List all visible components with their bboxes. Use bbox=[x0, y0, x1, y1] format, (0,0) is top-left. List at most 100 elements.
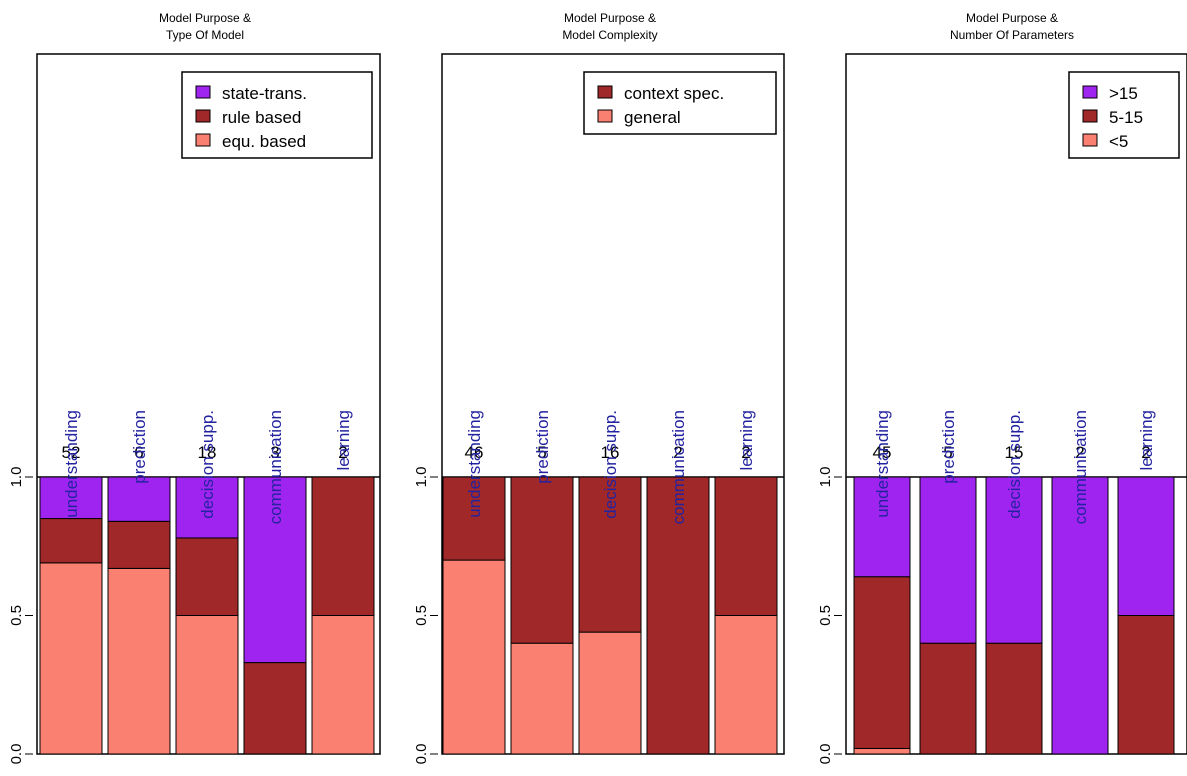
chart-title-line: Model Purpose & bbox=[159, 11, 251, 25]
legend-swatch bbox=[195, 109, 211, 123]
count-label: 2 bbox=[673, 443, 682, 462]
legend-label: rule based bbox=[222, 108, 301, 127]
y-tick-label: 1.0 bbox=[413, 467, 430, 488]
count-label: 46 bbox=[465, 443, 484, 462]
count-label: 5 bbox=[537, 443, 546, 462]
bar-segment bbox=[39, 518, 103, 564]
bar-segment bbox=[107, 520, 171, 569]
category-label: understanding bbox=[873, 410, 892, 518]
legend-label: state-trans. bbox=[222, 84, 307, 103]
y-tick-label: 1.0 bbox=[8, 467, 25, 488]
chart-title-line: Model Purpose & bbox=[564, 11, 656, 25]
y-tick-label: 0.0 bbox=[413, 744, 430, 765]
y-tick-label: 0.0 bbox=[817, 744, 834, 765]
bar-segment bbox=[853, 747, 911, 755]
bar-segment bbox=[510, 642, 574, 755]
chart-title-line: Model Complexity bbox=[562, 28, 657, 42]
category-label: understanding bbox=[465, 410, 484, 518]
count-label: 15 bbox=[1005, 443, 1024, 462]
category-label: prediction bbox=[130, 410, 149, 484]
bar-segment bbox=[39, 562, 103, 755]
category-label: prediction bbox=[939, 410, 958, 484]
bar-segment bbox=[311, 615, 375, 755]
count-label: 52 bbox=[62, 443, 81, 462]
bar-segment bbox=[646, 476, 710, 755]
chart-panel-3: Model Purpose & Number Of Parameters 45und… bbox=[817, 11, 1187, 764]
count-label: 2 bbox=[741, 443, 750, 462]
bar-segment bbox=[853, 476, 911, 578]
bar-segment bbox=[578, 631, 642, 755]
bar-segment bbox=[578, 476, 642, 633]
bar-segment bbox=[853, 576, 911, 749]
y-tick-label: 1.0 bbox=[817, 467, 834, 488]
bar-segment bbox=[175, 615, 239, 755]
bar-segment bbox=[714, 615, 778, 755]
y-tick-label: 0.5 bbox=[413, 605, 430, 626]
count-label: 6 bbox=[134, 443, 143, 462]
bar-segment bbox=[1051, 476, 1109, 755]
category-label: understanding bbox=[62, 410, 81, 518]
category-label: learning bbox=[1137, 410, 1156, 471]
legend-label: equ. based bbox=[222, 132, 306, 151]
category-label: decision supp. bbox=[198, 410, 217, 519]
bar-segment bbox=[243, 476, 307, 664]
y-tick-label: 0.5 bbox=[817, 605, 834, 626]
count-label: 2 bbox=[338, 443, 347, 462]
bar-segment bbox=[510, 476, 574, 644]
legend-swatch bbox=[195, 85, 211, 99]
bar-segment bbox=[442, 559, 506, 755]
category-label: communication bbox=[266, 410, 285, 524]
bar-segment bbox=[442, 476, 506, 561]
y-tick-label: 0.5 bbox=[8, 605, 25, 626]
legend-label: <5 bbox=[1109, 132, 1128, 151]
count-label: 5 bbox=[943, 443, 952, 462]
category-label: communication bbox=[1071, 410, 1090, 524]
legend-swatch bbox=[1082, 109, 1098, 123]
bar-segment bbox=[243, 662, 307, 755]
category-label: learning bbox=[737, 410, 756, 471]
bar-segment bbox=[1117, 615, 1175, 755]
chart-panel-1: Model Purpose & Type Of Model 52understand… bbox=[8, 11, 381, 765]
category-label: decision supp. bbox=[601, 410, 620, 519]
bar-segment bbox=[107, 567, 171, 755]
chart-title-line: Type Of Model bbox=[166, 28, 244, 42]
legend-box bbox=[583, 71, 777, 135]
bar-segment bbox=[919, 476, 977, 644]
bar-segment bbox=[39, 476, 103, 520]
chart-title-line: Model Purpose & bbox=[966, 11, 1058, 25]
chart-panel-2: Model Purpose & Model Complexity 46underst… bbox=[413, 11, 785, 765]
count-label: 18 bbox=[198, 443, 217, 462]
y-tick-label: 0.0 bbox=[8, 744, 25, 765]
legend-swatch bbox=[1082, 133, 1098, 147]
legend-swatch bbox=[195, 133, 211, 147]
legend-label: context spec. bbox=[624, 84, 724, 103]
count-label: 3 bbox=[270, 443, 279, 462]
bar-segment bbox=[175, 537, 239, 616]
legend-swatch bbox=[597, 85, 613, 99]
category-label: decision supp. bbox=[1005, 410, 1024, 519]
legend-label: 5-15 bbox=[1109, 108, 1143, 127]
bar-segment bbox=[175, 476, 239, 539]
category-label: prediction bbox=[533, 410, 552, 484]
bar-segment bbox=[714, 476, 778, 616]
count-label: 2 bbox=[1075, 443, 1084, 462]
count-label: 2 bbox=[1141, 443, 1150, 462]
legend-box bbox=[181, 71, 373, 159]
legend-label: general bbox=[624, 108, 681, 127]
bar-segment bbox=[311, 476, 375, 616]
count-label: 16 bbox=[601, 443, 620, 462]
legend-swatch bbox=[597, 109, 613, 123]
category-label: learning bbox=[334, 410, 353, 471]
legend-swatch bbox=[1082, 85, 1098, 99]
chart-title-line: Number Of Parameters bbox=[950, 28, 1074, 42]
bar-segment bbox=[1117, 476, 1175, 616]
count-label: 45 bbox=[873, 443, 892, 462]
bar-segment bbox=[919, 642, 977, 755]
legend-label: >15 bbox=[1109, 84, 1138, 103]
bar-segment bbox=[985, 476, 1043, 644]
bar-segment bbox=[985, 642, 1043, 755]
bar-segment bbox=[107, 476, 171, 522]
category-label: communication bbox=[669, 410, 688, 524]
